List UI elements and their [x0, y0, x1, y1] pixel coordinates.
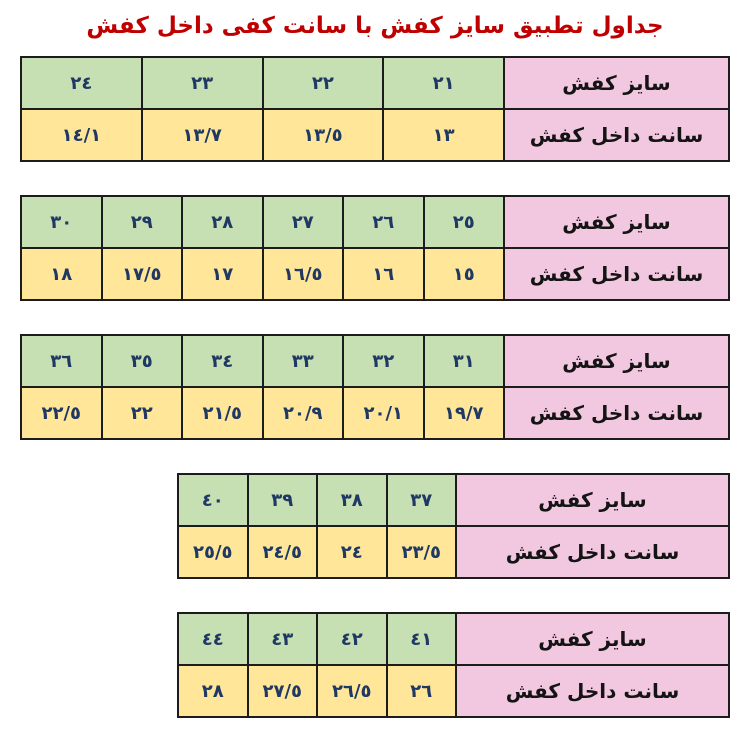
size-table-37-40: سايز كفش ٣٧ ٣٨ ٣٩ ٤٠ سانت داخل كفش ٢٣/٥ …	[177, 473, 730, 579]
size-value-cell: ٣٦	[20, 334, 103, 388]
cm-value-cell: ٢٢/٥	[20, 386, 103, 440]
cm-value-cell: ١٣/٧	[140, 108, 264, 162]
size-table-31-36: سايز كفش ٣١ ٣٢ ٣٣ ٣٤ ٣٥ ٣٦ سانت داخل كفش…	[20, 334, 730, 440]
size-row-label: سايز كفش	[503, 56, 730, 110]
size-value-cell: ٢١	[382, 56, 505, 110]
size-value-cell: ٣٩	[246, 473, 318, 527]
size-value-cell: ٣٨	[316, 473, 388, 527]
cm-value-cell: ٢٥/٥	[177, 525, 249, 579]
cm-row-label: سانت داخل كفش	[455, 525, 730, 579]
cm-row-label: سانت داخل كفش	[503, 247, 730, 301]
cm-value-cell: ١٤/١	[20, 108, 143, 162]
cm-value-cell: ٢٦/٥	[316, 664, 388, 718]
cm-row: سانت داخل كفش ١٩/٧ ٢٠/١ ٢٠/٩ ٢١/٥ ٢٢ ٢٢/…	[20, 386, 730, 440]
size-row-label: سايز كفش	[503, 334, 730, 388]
size-row: سايز كفش ٢١ ٢٢ ٢٣ ٢٤	[20, 56, 730, 110]
size-row-label: سايز كفش	[455, 473, 730, 527]
cm-value-cell: ٢١/٥	[181, 386, 264, 440]
cm-row: سانت داخل كفش ١٥ ١٦ ١٦/٥ ١٧ ١٧/٥ ١٨	[20, 247, 730, 301]
cm-row-label: سانت داخل كفش	[455, 664, 730, 718]
size-value-cell: ٢٩	[100, 195, 183, 249]
size-value-cell: ٤٠	[177, 473, 249, 527]
size-row: سايز كفش ٣١ ٣٢ ٣٣ ٣٤ ٣٥ ٣٦	[20, 334, 730, 388]
cm-value-cell: ٢٣/٥	[385, 525, 457, 579]
cm-value-cell: ٢٤	[316, 525, 388, 579]
cm-row: سانت داخل كفش ٢٣/٥ ٢٤ ٢٤/٥ ٢٥/٥	[177, 525, 730, 579]
size-table-25-30: سايز كفش ٢٥ ٢٦ ٢٧ ٢٨ ٢٩ ٣٠ سانت داخل كفش…	[20, 195, 730, 301]
page-title: جداول تطبيق سايز كفش با سانت كفى داخل كف…	[86, 13, 664, 39]
cm-value-cell: ٢٧/٥	[246, 664, 318, 718]
size-row-label: سايز كفش	[455, 612, 730, 666]
cm-row-label: سانت داخل كفش	[503, 386, 730, 440]
cm-value-cell: ١٣	[382, 108, 505, 162]
cm-value-cell: ١٧/٥	[100, 247, 183, 301]
size-row: سايز كفش ٤١ ٤٢ ٤٣ ٤٤	[177, 612, 730, 666]
cm-value-cell: ٢٦	[385, 664, 457, 718]
size-value-cell: ٣٥	[100, 334, 183, 388]
cm-value-cell: ٢٠/٩	[261, 386, 344, 440]
size-value-cell: ٣٧	[385, 473, 457, 527]
size-value-cell: ٤٤	[177, 612, 249, 666]
size-value-cell: ٣٠	[20, 195, 103, 249]
cm-value-cell: ١٥	[422, 247, 505, 301]
size-value-cell: ٢٢	[261, 56, 385, 110]
cm-value-cell: ٢٨	[177, 664, 249, 718]
cm-value-cell: ١٧	[181, 247, 264, 301]
size-value-cell: ٢٦	[342, 195, 425, 249]
size-table-41-44: سايز كفش ٤١ ٤٢ ٤٣ ٤٤ سانت داخل كفش ٢٦ ٢٦…	[177, 612, 730, 718]
size-row: سايز كفش ٣٧ ٣٨ ٣٩ ٤٠	[177, 473, 730, 527]
size-value-cell: ٣١	[422, 334, 505, 388]
size-table-21-24: سايز كفش ٢١ ٢٢ ٢٣ ٢٤ سانت داخل كفش ١٣ ١٣…	[20, 56, 730, 162]
cm-value-cell: ٢٤/٥	[246, 525, 318, 579]
size-value-cell: ٤١	[385, 612, 457, 666]
size-value-cell: ٤٢	[316, 612, 388, 666]
size-value-cell: ٢٣	[140, 56, 264, 110]
cm-value-cell: ١٨	[20, 247, 103, 301]
cm-value-cell: ١٩/٧	[422, 386, 505, 440]
size-value-cell: ٢٧	[261, 195, 344, 249]
size-value-cell: ٣٤	[181, 334, 264, 388]
size-value-cell: ٣٢	[342, 334, 425, 388]
size-row-label: سايز كفش	[503, 195, 730, 249]
cm-value-cell: ٢٠/١	[342, 386, 425, 440]
size-value-cell: ٤٣	[246, 612, 318, 666]
cm-row: سانت داخل كفش ١٣ ١٣/٥ ١٣/٧ ١٤/١	[20, 108, 730, 162]
cm-value-cell: ٢٢	[100, 386, 183, 440]
cm-row-label: سانت داخل كفش	[503, 108, 730, 162]
cm-value-cell: ١٦	[342, 247, 425, 301]
size-value-cell: ٢٤	[20, 56, 143, 110]
cm-value-cell: ١٦/٥	[261, 247, 344, 301]
size-value-cell: ٢٨	[181, 195, 264, 249]
size-value-cell: ٣٣	[261, 334, 344, 388]
size-row: سايز كفش ٢٥ ٢٦ ٢٧ ٢٨ ٢٩ ٣٠	[20, 195, 730, 249]
cm-value-cell: ١٣/٥	[261, 108, 385, 162]
size-value-cell: ٢٥	[422, 195, 505, 249]
cm-row: سانت داخل كفش ٢٦ ٢٦/٥ ٢٧/٥ ٢٨	[177, 664, 730, 718]
